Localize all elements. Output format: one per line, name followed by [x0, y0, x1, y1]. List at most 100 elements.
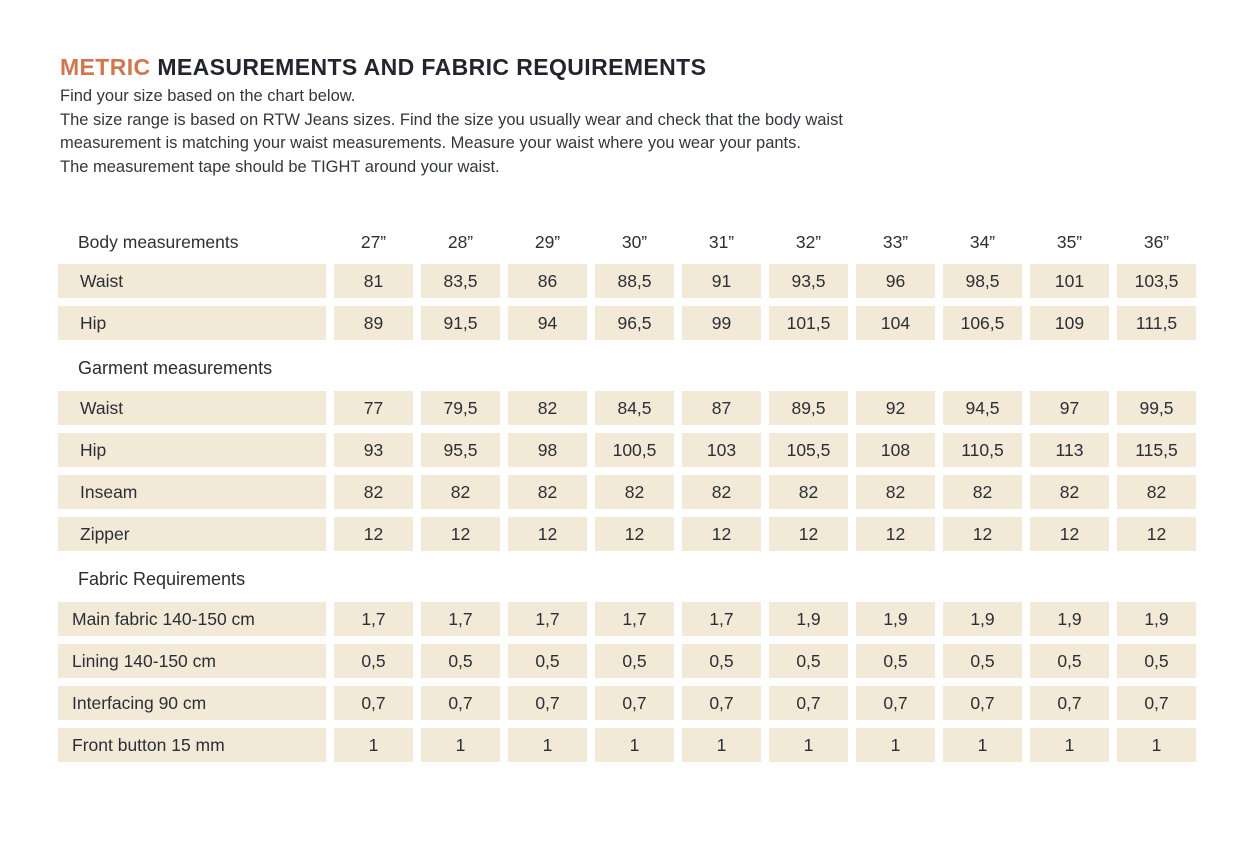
value-cell: 1 — [421, 728, 500, 762]
value-cell: 82 — [508, 475, 587, 509]
intro-line: measurement is matching your waist measu… — [60, 134, 801, 152]
table-row: Hip 93 95,5 98 100,5 103 105,5 108 110,5 113 115,5 — [58, 433, 1196, 467]
value-cell: 92 — [856, 391, 935, 425]
value-cell: 94 — [508, 306, 587, 340]
value-cell: 77 — [334, 391, 413, 425]
value-cell: 103 — [682, 433, 761, 467]
size-column-header: 27” — [360, 232, 387, 252]
table-header-row: Body measurements 27” 28” 29” 30” 31” 32” 33” 34… — [58, 224, 1196, 260]
value-cell: 0,5 — [334, 644, 413, 678]
value-cell: 100,5 — [595, 433, 674, 467]
value-cell: 91,5 — [421, 306, 500, 340]
value-cell: 0,7 — [421, 686, 500, 720]
row-label: Main fabric 140-150 cm — [58, 602, 326, 636]
value-cell: 103,5 — [1117, 264, 1196, 298]
value-cell: 93 — [334, 433, 413, 467]
value-cell: 1,9 — [769, 602, 848, 636]
value-cell: 89 — [334, 306, 413, 340]
value-cell: 82 — [421, 475, 500, 509]
value-cell: 0,7 — [508, 686, 587, 720]
section-header-label: Fabric Requirements — [78, 569, 246, 589]
size-column-header: 29” — [534, 232, 561, 252]
size-column-header: 32” — [795, 232, 822, 252]
value-cell: 0,5 — [421, 644, 500, 678]
intro-text: Find your size based on the chart below.… — [60, 85, 1246, 179]
value-cell: 0,5 — [769, 644, 848, 678]
value-cell: 0,7 — [943, 686, 1022, 720]
table-row: Waist 77 79,5 82 84,5 87 89,5 92 94,5 97 99,5 — [58, 391, 1196, 425]
value-cell: 79,5 — [421, 391, 500, 425]
size-column-header: 30” — [621, 232, 648, 252]
value-cell: 1 — [769, 728, 848, 762]
value-cell: 12 — [856, 517, 935, 551]
value-cell: 1 — [508, 728, 587, 762]
value-cell: 12 — [943, 517, 1022, 551]
value-cell: 82 — [334, 475, 413, 509]
table-row: Waist 81 83,5 86 88,5 91 93,5 96 98,5 101 103,5 — [58, 264, 1196, 298]
size-column-header: 36” — [1143, 232, 1170, 252]
value-cell: 87 — [682, 391, 761, 425]
row-label: Interfacing 90 cm — [58, 686, 326, 720]
value-cell: 0,7 — [334, 686, 413, 720]
value-cell: 12 — [1117, 517, 1196, 551]
table-row: Front button 15 mm 1 1 1 1 1 1 1 1 1 1 — [58, 728, 1196, 762]
value-cell: 104 — [856, 306, 935, 340]
row-label: Inseam — [58, 475, 326, 509]
value-cell: 12 — [769, 517, 848, 551]
value-cell: 105,5 — [769, 433, 848, 467]
value-cell: 1 — [1030, 728, 1109, 762]
section-header-label: Body measurements — [78, 232, 239, 252]
value-cell: 82 — [1117, 475, 1196, 509]
value-cell: 0,5 — [1117, 644, 1196, 678]
value-cell: 1,9 — [856, 602, 935, 636]
value-cell: 81 — [334, 264, 413, 298]
value-cell: 89,5 — [769, 391, 848, 425]
value-cell: 0,5 — [682, 644, 761, 678]
value-cell: 91 — [682, 264, 761, 298]
value-cell: 82 — [1030, 475, 1109, 509]
page-title-rest: MEASUREMENTS AND FABRIC REQUIREMENTS — [157, 54, 707, 80]
value-cell: 0,7 — [1117, 686, 1196, 720]
value-cell: 84,5 — [595, 391, 674, 425]
table-row: Hip 89 91,5 94 96,5 99 101,5 104 106,5 109 111,5 — [58, 306, 1196, 340]
value-cell: 82 — [682, 475, 761, 509]
row-label: Front button 15 mm — [58, 728, 326, 762]
value-cell: 82 — [769, 475, 848, 509]
value-cell: 1,7 — [595, 602, 674, 636]
value-cell: 1 — [682, 728, 761, 762]
intro-line: Find your size based on the chart below. — [60, 87, 356, 105]
value-cell: 108 — [856, 433, 935, 467]
value-cell: 86 — [508, 264, 587, 298]
table-row: Zipper 12 12 12 12 12 12 12 12 12 12 — [58, 517, 1196, 551]
value-cell: 0,5 — [508, 644, 587, 678]
value-cell: 0,7 — [856, 686, 935, 720]
value-cell: 101,5 — [769, 306, 848, 340]
row-label: Hip — [58, 433, 326, 467]
value-cell: 98,5 — [943, 264, 1022, 298]
value-cell: 0,5 — [1030, 644, 1109, 678]
value-cell: 1 — [334, 728, 413, 762]
size-table: Body measurements 27” 28” 29” 30” 31” 32” 33” 34… — [58, 224, 1246, 762]
value-cell: 82 — [856, 475, 935, 509]
row-label: Waist — [58, 264, 326, 298]
value-cell: 96 — [856, 264, 935, 298]
value-cell: 99 — [682, 306, 761, 340]
page-title-accent: METRIC — [60, 54, 151, 80]
value-cell: 1,9 — [943, 602, 1022, 636]
value-cell: 1 — [595, 728, 674, 762]
page: METRIC MEASUREMENTS AND FABRIC REQUIREME… — [58, 52, 1246, 762]
size-column-header: 34” — [969, 232, 996, 252]
value-cell: 83,5 — [421, 264, 500, 298]
value-cell: 1,7 — [334, 602, 413, 636]
value-cell: 101 — [1030, 264, 1109, 298]
page-title: METRIC MEASUREMENTS AND FABRIC REQUIREME… — [60, 52, 1246, 82]
value-cell: 1,7 — [421, 602, 500, 636]
value-cell: 0,7 — [769, 686, 848, 720]
row-label: Waist — [58, 391, 326, 425]
value-cell: 1,9 — [1117, 602, 1196, 636]
value-cell: 106,5 — [943, 306, 1022, 340]
value-cell: 99,5 — [1117, 391, 1196, 425]
value-cell: 12 — [334, 517, 413, 551]
row-label: Zipper — [58, 517, 326, 551]
value-cell: 12 — [508, 517, 587, 551]
